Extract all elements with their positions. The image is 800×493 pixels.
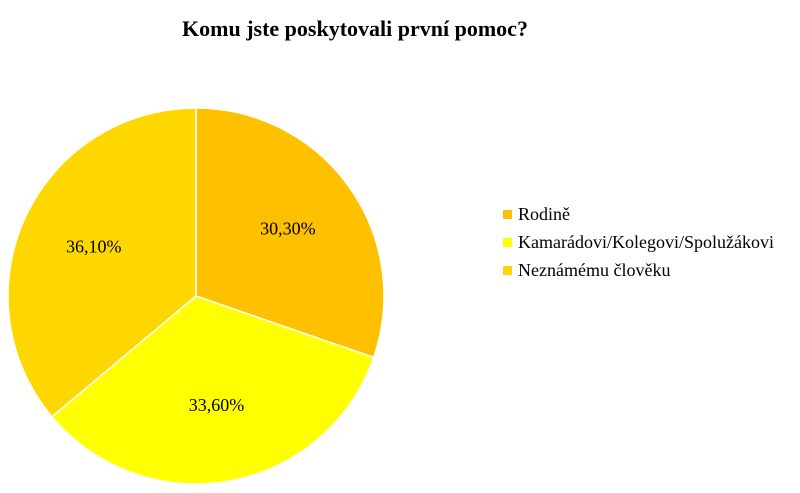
pie-slice-kamaradovi	[50, 295, 375, 485]
pie-slice-neznamemu	[7, 107, 197, 418]
chart-legend: Rodině Kamarádovi/Kolegovi/Spolužákovi N…	[503, 200, 774, 284]
legend-swatch-neznamemu	[503, 265, 512, 275]
chart-title: Komu jste poskytovali první pomoc?	[182, 16, 528, 41]
legend-label-rodine: Rodině	[518, 203, 570, 224]
data-label-kamaradovi: 33,60%	[189, 395, 245, 415]
pie-data-labels: 30,30% 33,60% 36,10%	[66, 219, 316, 415]
legend-label-kamaradovi: Kamarádovi/Kolegovi/Spolužákovi	[518, 231, 774, 252]
data-label-rodine: 30,30%	[260, 219, 316, 239]
legend-swatch-kamaradovi	[503, 237, 512, 247]
legend-swatch-rodine	[503, 209, 512, 219]
pie-slice-rodine	[195, 107, 385, 359]
data-label-neznamemu: 36,10%	[66, 236, 122, 256]
legend-item-rodine: Rodině	[503, 200, 774, 228]
pie-slices	[7, 107, 385, 485]
legend-item-kamaradovi: Kamarádovi/Kolegovi/Spolužákovi	[503, 228, 774, 256]
legend-label-neznamemu: Neznámému člověku	[518, 259, 671, 280]
legend-item-neznamemu: Neznámému člověku	[503, 256, 774, 284]
